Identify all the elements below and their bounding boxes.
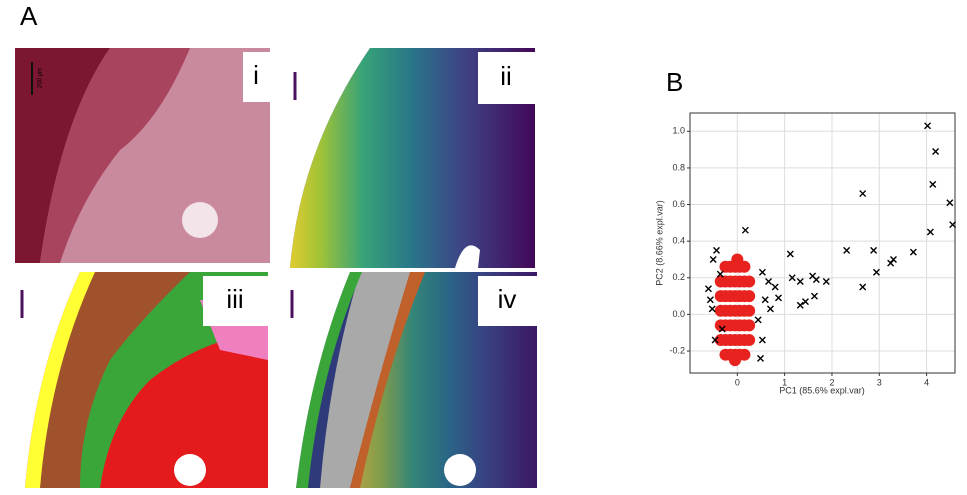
point <box>924 122 932 130</box>
image-label: i <box>253 60 259 90</box>
scale-bar-label: 200 µm <box>38 68 44 88</box>
point <box>843 246 851 254</box>
x-tick-label: 2 <box>829 377 834 387</box>
image-he: 200 µm i <box>15 48 270 263</box>
point <box>716 270 724 278</box>
image-map: ii <box>280 48 535 268</box>
point <box>765 277 773 285</box>
x-tick-label: 3 <box>877 377 882 387</box>
point <box>822 277 830 285</box>
point <box>743 304 756 317</box>
point <box>926 228 934 236</box>
point <box>718 325 726 333</box>
point <box>758 268 766 276</box>
point <box>766 305 774 313</box>
point <box>949 221 957 229</box>
y-tick-label: -0.2 <box>669 345 685 355</box>
point <box>741 226 749 234</box>
plot-frame <box>689 112 956 374</box>
point <box>801 298 809 306</box>
point <box>796 277 804 285</box>
point <box>774 294 782 302</box>
y-tick-label: 0.4 <box>672 236 685 246</box>
point <box>757 354 765 362</box>
point <box>872 268 880 276</box>
point <box>709 255 717 263</box>
x-tick-label: 1 <box>782 377 787 387</box>
point <box>758 336 766 344</box>
point <box>932 147 940 155</box>
point <box>708 305 716 313</box>
point <box>909 248 917 256</box>
image-label: iii <box>226 284 243 314</box>
point <box>743 319 756 332</box>
point <box>788 274 796 282</box>
point <box>738 348 751 361</box>
y-tick-label: 0.8 <box>672 162 685 172</box>
point <box>859 190 867 198</box>
y-tick-label: 1.0 <box>672 126 685 136</box>
y-tick-label: 0.2 <box>672 272 685 282</box>
x-tick-label: 4 <box>924 377 929 387</box>
point <box>810 292 818 300</box>
y-tick-label: 0.6 <box>672 199 685 209</box>
point <box>728 354 741 367</box>
point <box>743 275 756 288</box>
panel-label: B <box>666 67 683 97</box>
image-label: iv <box>498 284 517 314</box>
point <box>743 334 756 347</box>
scatter-plot: 0 1 2 3 4 -0.2 0.0 0.2 0.4 0.6 0.8 1.0 <box>669 112 957 387</box>
y-tick-label: 0.0 <box>672 309 685 319</box>
point <box>731 253 744 266</box>
x-axis-label: PC1 (85.6% expl.var) <box>779 385 865 395</box>
point <box>786 250 794 258</box>
point <box>704 285 712 293</box>
point <box>946 199 954 207</box>
point <box>887 259 895 267</box>
y-axis-label: PC2 (8.66% expl.var) <box>654 200 664 286</box>
point <box>796 301 804 309</box>
point <box>743 290 756 303</box>
point <box>870 246 878 254</box>
point <box>859 283 867 291</box>
point <box>713 246 720 254</box>
point <box>929 180 937 188</box>
point <box>711 336 719 344</box>
point <box>771 283 779 291</box>
point <box>761 296 769 304</box>
image-label: ii <box>500 61 512 91</box>
image-segmentation: iii <box>5 272 268 488</box>
x-tick-label: 0 <box>735 377 740 387</box>
point <box>706 296 714 304</box>
image-overlay: iv <box>278 272 537 488</box>
panel-label: A <box>20 1 38 31</box>
point <box>812 276 820 284</box>
point <box>754 316 762 324</box>
